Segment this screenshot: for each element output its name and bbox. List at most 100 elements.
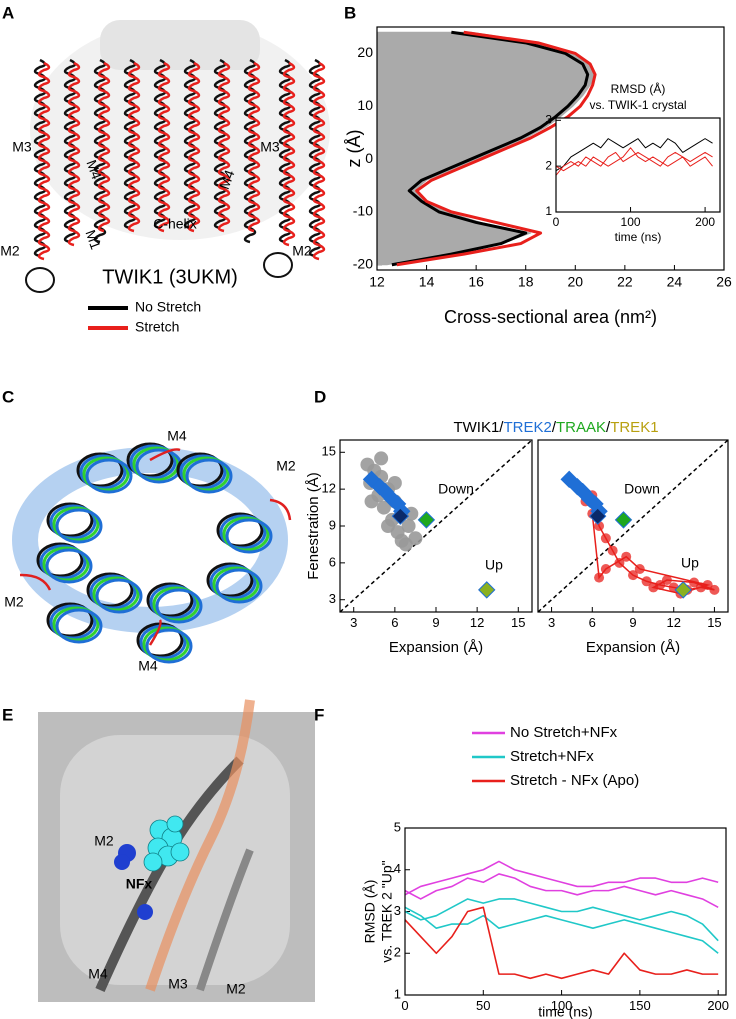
y-tick-label: 12 bbox=[322, 481, 336, 496]
title-part: / bbox=[606, 419, 611, 436]
diagonal bbox=[339, 439, 533, 613]
y-axis-label: vs. TREK 2 "Up" bbox=[379, 860, 395, 962]
title-part: TREK2 bbox=[503, 419, 551, 436]
x-axis-label: time (ns) bbox=[538, 1004, 592, 1019]
legend-label: Stretch - NFx (Apo) bbox=[510, 772, 639, 789]
line bbox=[404, 860, 719, 896]
helix bbox=[312, 61, 326, 261]
panel-label: E bbox=[2, 705, 13, 724]
structure-label: M4 bbox=[216, 167, 238, 191]
helix-coil bbox=[89, 574, 137, 610]
helix-coil bbox=[82, 456, 130, 492]
helix-coil bbox=[36, 542, 84, 578]
structure-label: C-helix bbox=[153, 216, 197, 232]
structure-label: NFx bbox=[126, 876, 153, 892]
annotation: Up bbox=[485, 557, 503, 573]
point bbox=[661, 575, 672, 586]
point bbox=[628, 570, 638, 581]
y-tick-label: 0 bbox=[365, 150, 373, 166]
arrow bbox=[148, 619, 162, 646]
diamond bbox=[391, 507, 410, 525]
structure-label: M4 bbox=[88, 966, 108, 982]
point bbox=[689, 577, 700, 588]
helix-coil bbox=[185, 458, 233, 494]
helix bbox=[97, 61, 111, 233]
y-tick-label: 4 bbox=[394, 861, 401, 876]
panel-label: A bbox=[2, 3, 14, 22]
y-tick-label: 2 bbox=[545, 158, 552, 172]
point bbox=[634, 564, 645, 574]
x-tick-label: 6 bbox=[391, 615, 398, 630]
structure-label: TWIK1 (3UKM) bbox=[102, 266, 238, 288]
helix-coil bbox=[45, 548, 93, 584]
line bbox=[396, 30, 597, 267]
structure-label: M2 bbox=[4, 594, 24, 610]
helix-coil bbox=[179, 454, 227, 490]
legend-label: No Stretch bbox=[135, 299, 201, 315]
arrow bbox=[149, 448, 181, 462]
chart-title: TWIK1/TREK2/TRAAK/TREK1 bbox=[453, 419, 658, 436]
structure-label: M1 bbox=[82, 228, 104, 252]
x-tick-label: 12 bbox=[369, 273, 385, 289]
x-tick-label: 24 bbox=[667, 273, 683, 289]
title-part: TWIK1/ bbox=[453, 419, 504, 436]
structure-label: M2 bbox=[0, 243, 20, 259]
x-tick-label: 12 bbox=[666, 615, 680, 630]
helix-coil bbox=[142, 626, 190, 662]
x-axis-label: time (ns) bbox=[615, 230, 662, 244]
helix-coil bbox=[76, 452, 124, 488]
annotation: Up bbox=[681, 555, 699, 571]
y-tick-label: 3 bbox=[329, 591, 336, 606]
panel-a-structure bbox=[30, 20, 330, 240]
x-tick-label: 0 bbox=[401, 998, 408, 1013]
structure-label: M2 bbox=[226, 981, 246, 997]
x-tick-label: 20 bbox=[567, 273, 583, 289]
line bbox=[555, 147, 713, 172]
helix-coil bbox=[92, 576, 140, 612]
structure-label: M3 bbox=[168, 976, 188, 992]
x-tick-label: 3 bbox=[548, 615, 555, 630]
helix-coil bbox=[129, 444, 177, 480]
plot-frame bbox=[537, 439, 729, 613]
arrow bbox=[19, 573, 52, 591]
x-tick-label: 9 bbox=[629, 615, 636, 630]
point bbox=[607, 545, 618, 556]
line bbox=[555, 151, 713, 176]
helix-coil bbox=[152, 586, 200, 622]
point bbox=[600, 533, 611, 544]
structure-label: M3 bbox=[12, 139, 32, 155]
helix-coil bbox=[216, 512, 264, 548]
x-tick-label: 15 bbox=[707, 615, 721, 630]
inset-title: vs. TWIK-1 crystal bbox=[589, 98, 686, 112]
helix-coil bbox=[52, 506, 100, 542]
arrow bbox=[269, 498, 292, 521]
diamond bbox=[674, 581, 692, 599]
panel-label: B bbox=[344, 3, 356, 22]
x-tick-label: 16 bbox=[468, 273, 484, 289]
helix-coil bbox=[225, 518, 273, 554]
y-axis-label: Fenestration (Å) bbox=[305, 472, 322, 580]
helix-coil bbox=[263, 252, 293, 278]
helix-coil bbox=[85, 458, 133, 494]
plot-frame bbox=[339, 439, 533, 613]
point bbox=[648, 582, 659, 593]
x-tick-label: 0 bbox=[553, 215, 560, 229]
plot-frame bbox=[376, 26, 725, 271]
x-tick-label: 18 bbox=[518, 273, 534, 289]
x-tick-label: 14 bbox=[419, 273, 435, 289]
point bbox=[376, 500, 391, 515]
helix-coil bbox=[146, 582, 194, 618]
helix-coil bbox=[182, 456, 230, 492]
line bbox=[404, 898, 719, 942]
helix-coil bbox=[139, 624, 187, 660]
y-tick-label: 2 bbox=[394, 945, 401, 960]
structure-label: M4 bbox=[83, 158, 105, 182]
y-tick-label: -10 bbox=[353, 203, 373, 219]
title-part: TREK1 bbox=[610, 419, 658, 436]
y-tick-label: 1 bbox=[545, 204, 552, 218]
y-tick-label: -20 bbox=[353, 255, 373, 271]
legend-label: No Stretch+NFx bbox=[510, 724, 618, 741]
panel-e-structure bbox=[38, 699, 315, 1002]
helix-coil bbox=[176, 452, 224, 488]
helix-coil bbox=[149, 584, 197, 620]
